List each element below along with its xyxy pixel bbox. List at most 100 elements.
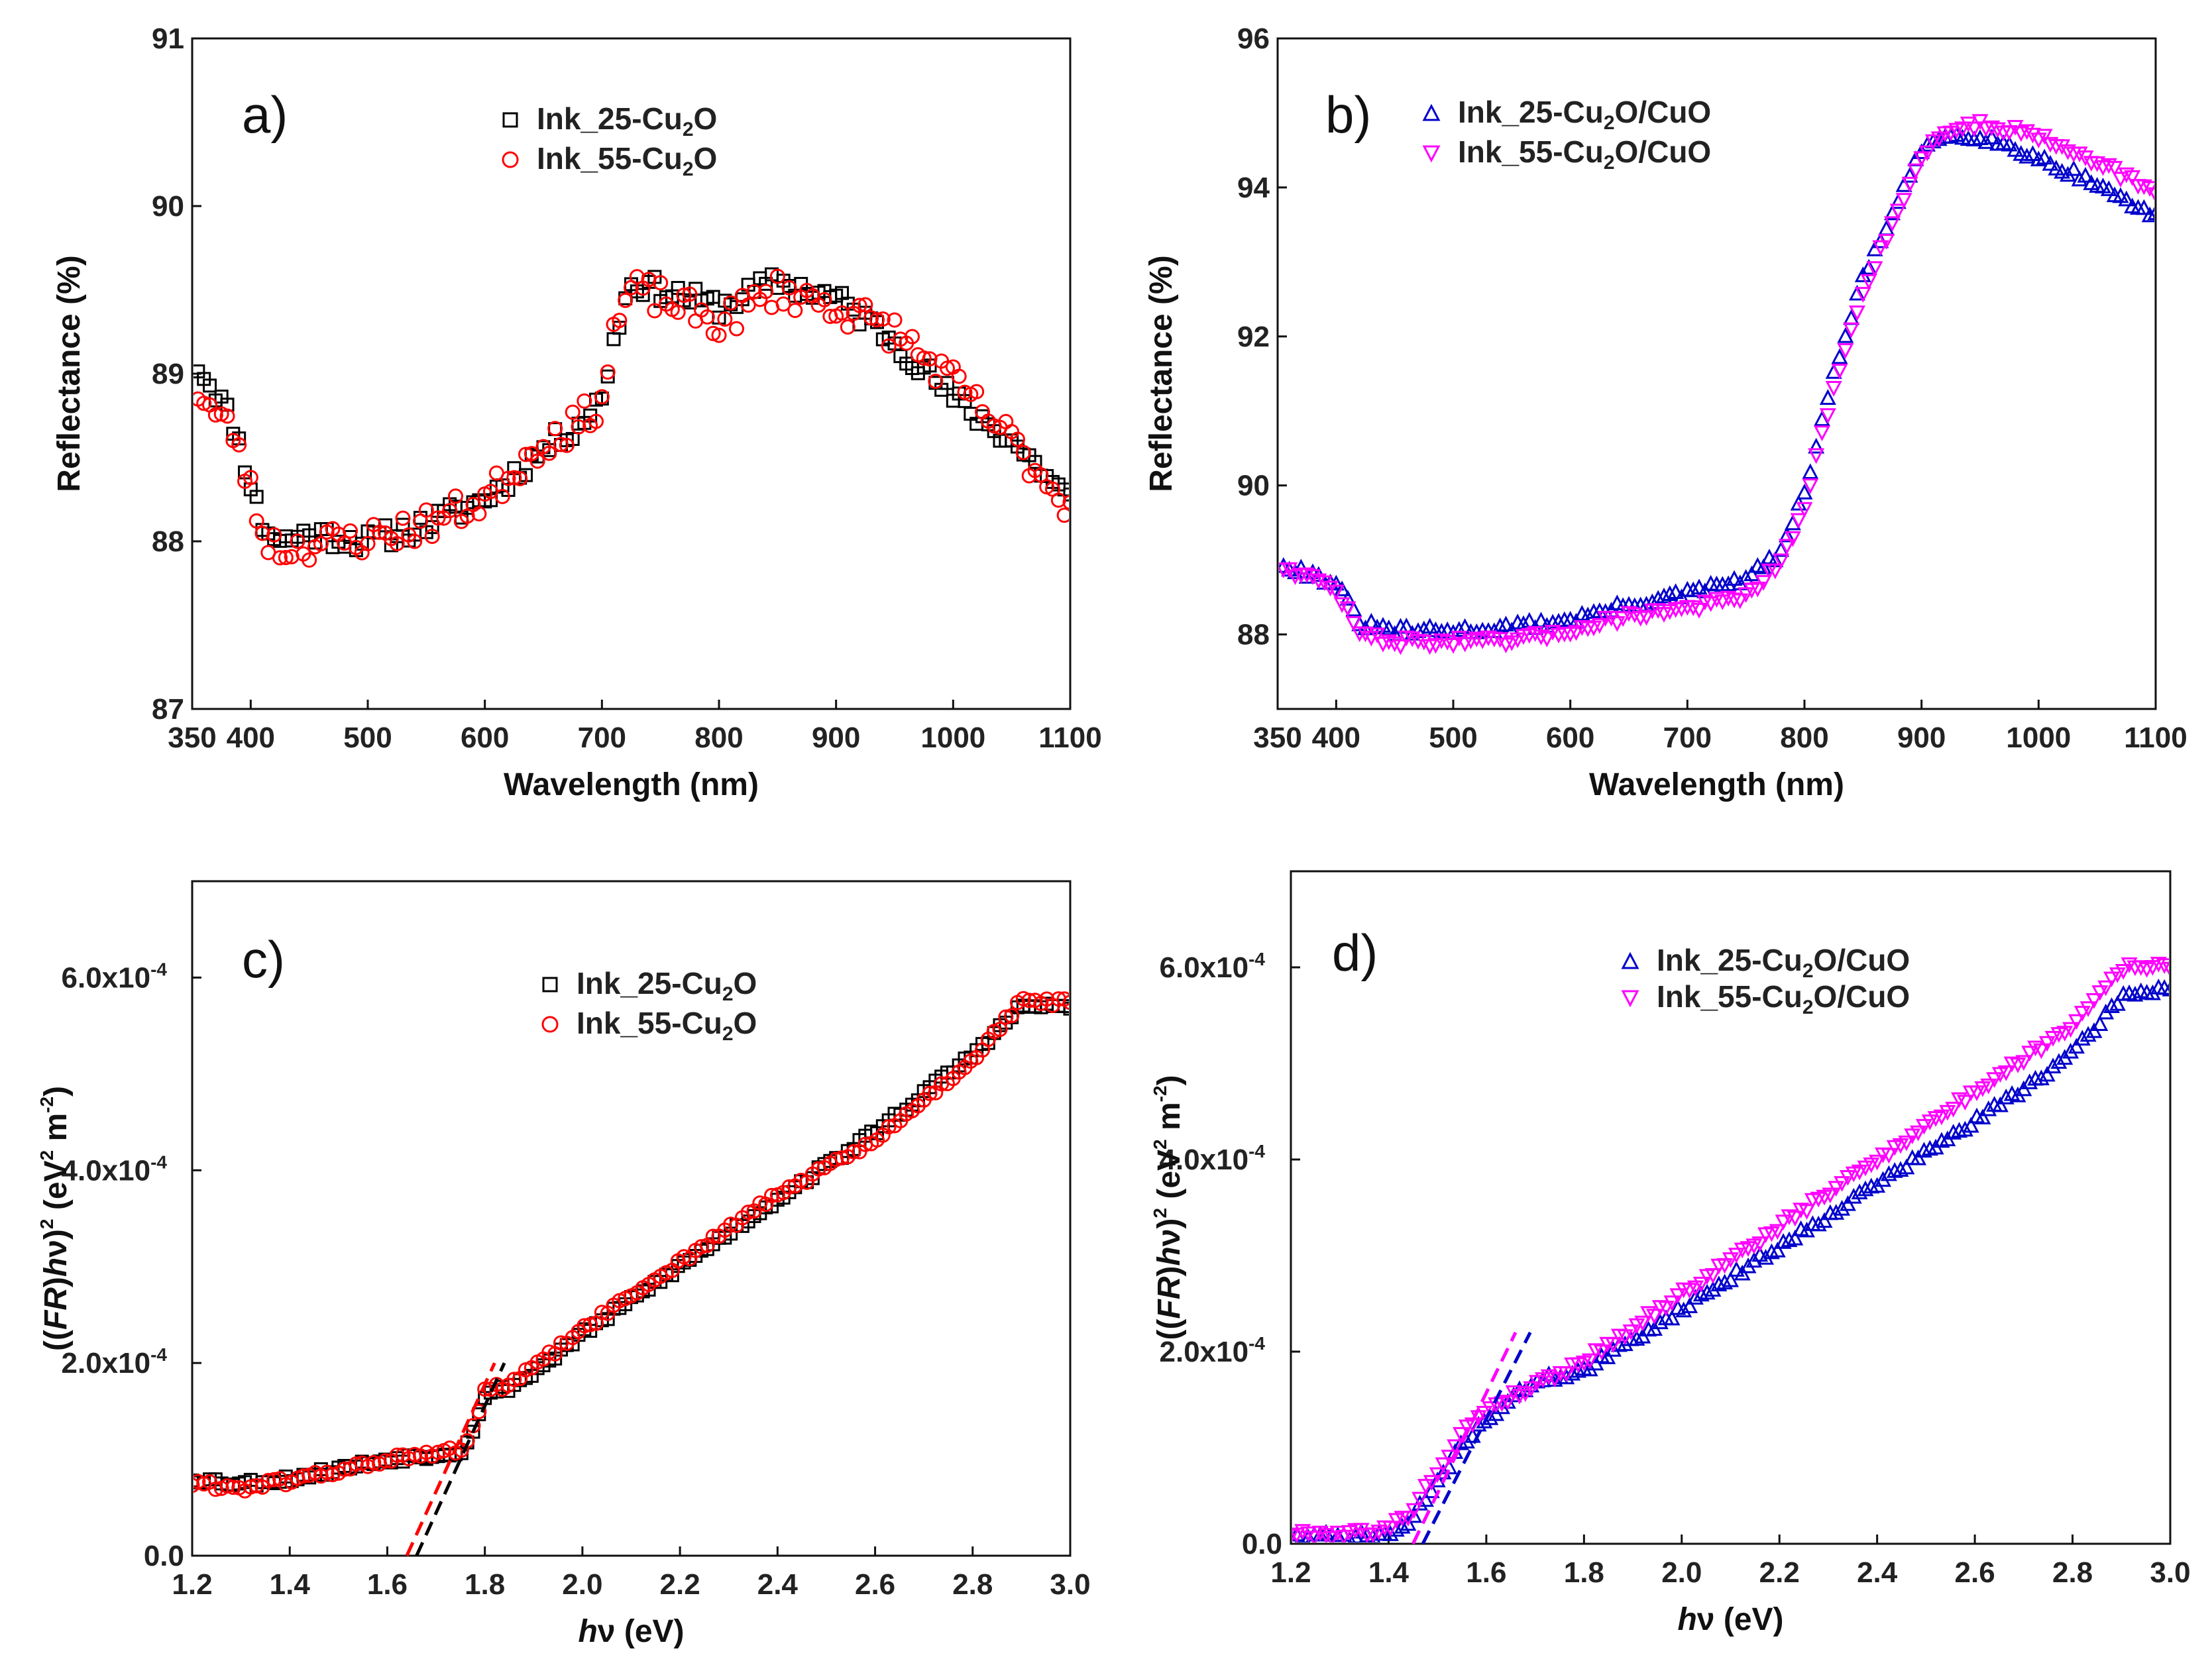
data-point (2115, 964, 2132, 980)
data-point (1605, 1340, 1622, 1357)
data-point (2074, 1030, 2091, 1046)
data-point (1327, 574, 1345, 591)
data-point (1710, 1275, 1728, 1291)
legend-marker (1621, 990, 1639, 1008)
data-point (1614, 611, 1631, 627)
legend-item: Ink_55-Cu2O (502, 141, 717, 180)
data-point (1860, 274, 1877, 290)
data-point (1787, 1229, 1804, 1246)
data-point (705, 1228, 721, 1244)
legend-marker (502, 151, 519, 168)
y-tick-label: 92 (1237, 321, 1270, 353)
x-tick-label: 1100 (1038, 722, 1101, 754)
x-tick-label: 600 (461, 722, 509, 754)
x-tick-label: 350 (168, 722, 216, 754)
data-point (471, 506, 487, 521)
data-point (442, 503, 458, 519)
legend-label: Ink_55-Cu2O (577, 1006, 757, 1045)
y-tick-label: 88 (1237, 619, 1270, 651)
data-point (272, 550, 288, 566)
data-point (1599, 1348, 1616, 1364)
data-point (1411, 1491, 1429, 1508)
data-point (1687, 1289, 1704, 1305)
data-point (594, 389, 610, 405)
data-point (1439, 635, 1456, 651)
data-point (1464, 1427, 1481, 1443)
data-point (1986, 1072, 2003, 1089)
data-point (1382, 1521, 1399, 1537)
data-point (290, 533, 305, 549)
data-point (594, 1305, 610, 1320)
data-point (1839, 1195, 1856, 1211)
data-point (723, 295, 739, 311)
data-point (1558, 1366, 1575, 1383)
data-point (1732, 593, 1749, 610)
data-point (2027, 1040, 2044, 1057)
y-axis-label: Reflectance (%) (1144, 255, 1179, 492)
data-point (1945, 1124, 1962, 1140)
data-point (582, 1317, 598, 1332)
data-point (1657, 1301, 1675, 1317)
data-point (1915, 1118, 1932, 1135)
data-point (1880, 1148, 1897, 1164)
plot-frame (1290, 870, 2172, 1545)
data-point (541, 1344, 557, 1360)
data-point (2147, 207, 2154, 221)
data-point (1895, 193, 1912, 209)
legend-marker (1621, 951, 1639, 969)
data-point (2030, 150, 2047, 167)
data-point (1974, 1108, 1991, 1125)
data-point (2036, 129, 2053, 145)
data-point (1010, 431, 1025, 447)
data-point (1919, 145, 1936, 162)
data-point (781, 280, 797, 296)
data-point (1347, 1527, 1363, 1542)
data-point (1843, 322, 1860, 339)
data-point (577, 1318, 592, 1334)
data-point (1616, 1335, 1633, 1352)
legend-label: Ink_55-Cu2O/CuO (1458, 135, 1711, 174)
data-point (1370, 1525, 1388, 1540)
x-tick-label: 800 (694, 722, 743, 754)
data-point (1279, 557, 1292, 573)
data-point (1915, 1142, 1932, 1158)
data-point (243, 1479, 258, 1495)
data-point (389, 536, 405, 552)
data-point (2162, 983, 2169, 996)
data-point (723, 1216, 739, 1232)
x-tick-label: 700 (578, 722, 626, 754)
data-point (2068, 1014, 2085, 1030)
data-point (1392, 639, 1409, 655)
data-point (1661, 585, 1679, 602)
data-point (2089, 156, 2106, 172)
data-point (711, 327, 727, 343)
data-point (1570, 1362, 1586, 1378)
data-point (881, 338, 897, 354)
y-tick-label: 87 (152, 693, 184, 726)
legend-item: Ink_25-Cu2O (502, 101, 717, 140)
data-point (518, 447, 533, 462)
data-point (1769, 1242, 1786, 1258)
data-point (1386, 636, 1404, 653)
data-point (2015, 1055, 2032, 1071)
data-point (1447, 1439, 1464, 1456)
legend-item: Ink_55-Cu2O/CuO (1422, 135, 1711, 174)
data-point (1692, 1285, 1710, 1302)
data-point (998, 1009, 1014, 1025)
x-axis-label: Wavelength (nm) (504, 767, 759, 802)
data-point (1544, 625, 1561, 641)
data-point (1763, 1243, 1780, 1260)
data-point (1851, 1164, 1868, 1181)
data-point (1435, 1457, 1452, 1474)
data-point (1404, 631, 1421, 647)
data-point (1828, 1204, 1845, 1220)
data-point (577, 393, 592, 409)
data-point (1649, 603, 1667, 619)
data-point (2050, 1053, 2068, 1069)
data-point (2001, 125, 2018, 141)
data-point (1796, 483, 1813, 500)
data-point (1951, 1092, 1968, 1108)
data-point (1317, 1528, 1335, 1542)
x-axis-label: hν (eV) (1677, 1602, 1783, 1637)
